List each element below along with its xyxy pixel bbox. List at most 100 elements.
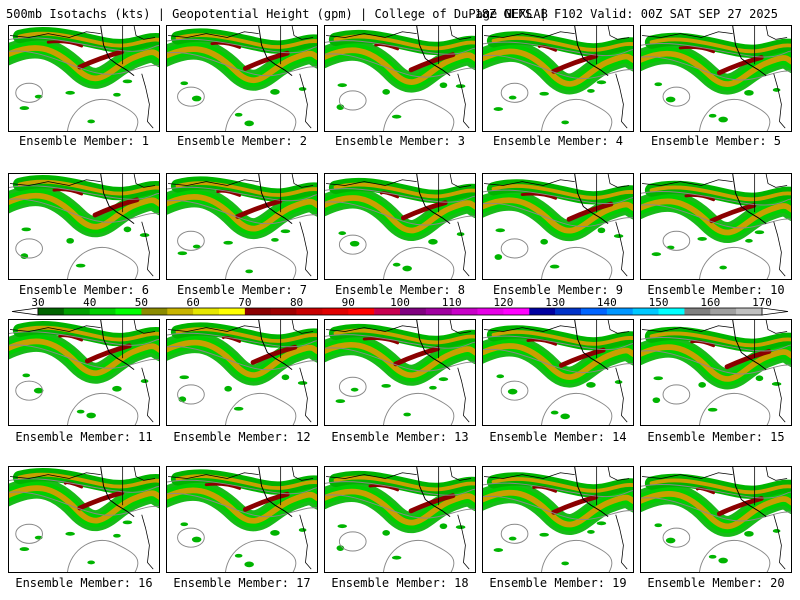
ensemble-member-label: Ensemble Member: 18	[331, 576, 469, 590]
ensemble-member-label: Ensemble Member: 15	[647, 430, 785, 444]
jet-stream-map	[483, 174, 633, 279]
jet-stream-map	[9, 467, 159, 572]
colorbar-tick-label: 100	[390, 297, 410, 309]
colorbar-tick-label: 30	[31, 297, 44, 309]
ensemble-member-label: Ensemble Member: 12	[173, 430, 311, 444]
colorbar-left-arrow	[11, 307, 39, 316]
jet-stream-map	[483, 467, 633, 572]
ensemble-member-label: Ensemble Member: 11	[15, 430, 153, 444]
colorbar-tick-label: 50	[135, 297, 148, 309]
ensemble-member-label: Ensemble Member: 20	[647, 576, 785, 590]
run-info: 18Z GEFS | F102 Valid: 00Z SAT SEP 27 20…	[474, 7, 778, 21]
jet-stream-map	[9, 320, 159, 425]
ensemble-map-panel	[166, 173, 318, 280]
colorbar-tick-label: 150	[649, 297, 669, 309]
colorbar-swatch	[296, 308, 323, 315]
colorbar-swatch	[141, 308, 168, 315]
ensemble-map-panel	[640, 25, 792, 132]
ensemble-map-panel	[640, 466, 792, 573]
ensemble-map-panel	[324, 466, 476, 573]
ensemble-map-panel	[482, 25, 634, 132]
colorbar-swatch	[219, 308, 246, 315]
colorbar-swatch	[322, 308, 349, 315]
color-scale-bar: 30 40 50 60 70 80 90 100 110 120 130 140 150 160 170	[11, 297, 789, 316]
colorbar-swatch	[270, 308, 297, 315]
jet-stream-map	[325, 320, 475, 425]
ensemble-map-panel	[482, 466, 634, 573]
jet-stream-map	[9, 174, 159, 279]
colorbar-tick-label: 90	[342, 297, 355, 309]
ensemble-member-label: Ensemble Member: 13	[331, 430, 469, 444]
ensemble-member-label: Ensemble Member: 17	[173, 576, 311, 590]
ensemble-member-label: Ensemble Member: 10	[647, 283, 785, 297]
ensemble-member-label: Ensemble Member: 4	[492, 134, 624, 148]
ensemble-member-label: Ensemble Member: 19	[489, 576, 627, 590]
ensemble-map-panel	[166, 319, 318, 426]
colorbar-swatch	[244, 308, 272, 315]
jet-stream-map	[167, 467, 317, 572]
map-title: 500mb Isotachs (kts) | Geopotential Heig…	[6, 6, 796, 22]
colorbar-tick-label: 70	[238, 297, 251, 309]
jet-stream-map	[167, 174, 317, 279]
jet-stream-map	[641, 467, 791, 572]
colorbar-swatch	[555, 308, 582, 315]
jet-stream-map	[9, 26, 159, 131]
jet-stream-map	[641, 320, 791, 425]
jet-stream-map	[167, 320, 317, 425]
ensemble-map-panel	[482, 319, 634, 426]
jet-stream-map	[167, 26, 317, 131]
colorbar-swatch	[89, 308, 116, 315]
jet-stream-map	[325, 467, 475, 572]
colorbar-tick-label: 140	[597, 297, 617, 309]
jet-stream-map	[641, 26, 791, 131]
colorbar-tick-label: 110	[442, 297, 462, 309]
colorbar-swatch	[529, 308, 556, 315]
colorbar-swatch	[193, 308, 220, 315]
ensemble-map-panel	[8, 319, 160, 426]
ensemble-map-panel	[324, 173, 476, 280]
colorbar-tick-label: 120	[493, 297, 513, 309]
ensemble-map-panel	[8, 173, 160, 280]
colorbar-right-arrow	[761, 307, 789, 316]
colorbar-swatch	[581, 308, 608, 315]
ensemble-map-panel	[8, 25, 160, 132]
ensemble-member-label: Ensemble Member: 6	[18, 283, 150, 297]
colorbar-swatch	[348, 308, 375, 315]
ensemble-map-panel	[324, 319, 476, 426]
jet-stream-map	[325, 174, 475, 279]
ensemble-member-label: Ensemble Member: 7	[176, 283, 308, 297]
colorbar-tick-label: 60	[187, 297, 200, 309]
colorbar-swatch	[167, 308, 194, 315]
colorbar-swatch	[115, 308, 142, 315]
colorbar-swatch	[710, 308, 737, 315]
colorbar-swatch	[425, 308, 453, 315]
colorbar-swatch	[477, 308, 504, 315]
ensemble-member-label: Ensemble Member: 14	[489, 430, 627, 444]
ensemble-member-label: Ensemble Member: 2	[176, 134, 308, 148]
ensemble-member-label: Ensemble Member: 5	[650, 134, 782, 148]
ensemble-member-label: Ensemble Member: 8	[334, 283, 466, 297]
colorbar-tick-label: 170	[752, 297, 772, 309]
ensemble-map-panel	[640, 173, 792, 280]
colorbar-swatch	[736, 308, 763, 315]
jet-stream-map	[641, 174, 791, 279]
ensemble-map-panel	[166, 466, 318, 573]
ensemble-map-panel	[640, 319, 792, 426]
colorbar-swatch	[606, 308, 634, 315]
colorbar-swatch	[374, 308, 401, 315]
colorbar-swatch	[503, 308, 530, 315]
title-text: 500mb Isotachs (kts) | Geopotential Heig…	[6, 7, 548, 21]
colorbar-swatch	[38, 308, 65, 315]
colorbar-tick-label: 80	[290, 297, 303, 309]
colorbar-swatch	[63, 308, 91, 315]
colorbar-tick-label: 130	[545, 297, 565, 309]
colorbar-swatch	[451, 308, 478, 315]
ensemble-map-panel	[8, 466, 160, 573]
colorbar-swatch	[658, 308, 685, 315]
jet-stream-map	[483, 320, 633, 425]
ensemble-member-label: Ensemble Member: 1	[18, 134, 150, 148]
ensemble-member-label: Ensemble Member: 3	[334, 134, 466, 148]
ensemble-map-panel	[166, 25, 318, 132]
ensemble-map-panel	[482, 173, 634, 280]
colorbar-swatch	[684, 308, 711, 315]
